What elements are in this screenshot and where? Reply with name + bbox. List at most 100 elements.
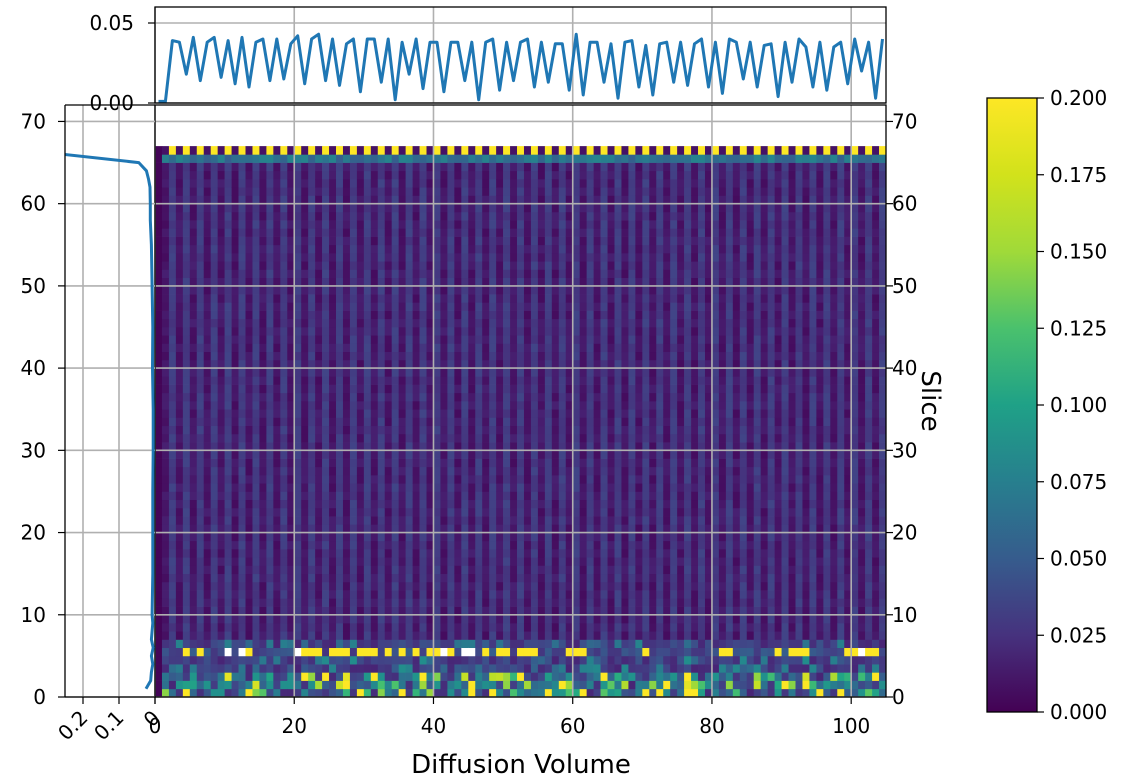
heatmap-cell: [391, 359, 400, 369]
heatmap-cell: [551, 310, 560, 320]
heatmap-cell: [301, 368, 309, 377]
heatmap-cell: [329, 294, 337, 303]
heatmap-cell: [308, 401, 316, 410]
heatmap-cell: [600, 466, 608, 476]
heatmap-cell: [621, 228, 629, 237]
heatmap-cell: [356, 672, 365, 681]
heatmap-cell: [287, 302, 295, 311]
heatmap-cell: [363, 590, 372, 599]
heatmap-cell: [287, 581, 295, 591]
heatmap-cell: [175, 392, 184, 402]
heatmap-cell: [433, 170, 441, 180]
heatmap-cell: [621, 655, 629, 665]
heatmap-cell: [266, 507, 274, 517]
heatmap-cell: [203, 277, 212, 287]
heatmap-cell: [189, 631, 198, 640]
heatmap-cell: [551, 581, 560, 591]
heatmap-cell: [572, 573, 581, 583]
heatmap-cell: [161, 146, 170, 155]
heatmap-cell: [656, 146, 664, 155]
heatmap-cell: [412, 318, 420, 328]
heatmap-cell: [510, 450, 518, 459]
heatmap-cell: [572, 590, 581, 599]
heatmap-cell: [398, 565, 406, 575]
heatmap-cell: [280, 450, 288, 459]
heatmap-cell: [315, 647, 323, 657]
heatmap-cell: [384, 606, 393, 616]
heatmap-cell: [489, 557, 497, 566]
heatmap-cell: [363, 573, 372, 583]
heatmap-cell: [273, 170, 281, 180]
heatmap-cell: [537, 573, 546, 583]
heatmap-cell: [266, 433, 274, 443]
heatmap-cell: [475, 499, 483, 509]
heatmap-cell: [245, 450, 253, 459]
heatmap-cell: [161, 392, 170, 402]
heatmap-cell: [461, 688, 469, 698]
heatmap-cell: [489, 170, 497, 180]
heatmap-cell: [468, 581, 476, 591]
heatmap-cell: [245, 220, 253, 229]
heatmap-cell: [558, 384, 567, 394]
heatmap-cell: [419, 614, 427, 624]
heatmap-cell: [259, 614, 267, 624]
heatmap-cell: [551, 516, 560, 525]
heatmap-cell: [635, 590, 643, 599]
heatmap-cell: [510, 220, 518, 229]
heatmap-cell: [315, 540, 323, 550]
heatmap-cell: [593, 335, 601, 344]
heatmap-cell: [259, 277, 267, 287]
heatmap-cell: [614, 277, 622, 287]
heatmap-cell: [322, 680, 330, 690]
heatmap-cell: [635, 475, 643, 484]
heatmap-cell: [329, 261, 337, 270]
heatmap-cell: [175, 549, 184, 558]
heatmap-cell: [468, 549, 476, 558]
heatmap-cell: [412, 359, 420, 369]
heatmap-cell: [315, 688, 323, 698]
heatmap-cell: [628, 499, 636, 509]
heatmap-cell: [537, 343, 546, 353]
heatmap-cell: [649, 466, 657, 476]
heatmap-cell: [349, 211, 358, 221]
heatmap-cell: [468, 425, 476, 435]
heatmap-cell: [356, 269, 365, 279]
heatmap-cell: [252, 664, 260, 673]
heatmap-cell: [175, 499, 184, 509]
heatmap-cell: [551, 672, 560, 681]
heatmap-cell: [405, 614, 413, 624]
heatmap-cell: [266, 146, 274, 155]
heatmap-cell: [412, 327, 420, 336]
heatmap-cell: [454, 442, 462, 451]
heatmap-cell: [203, 680, 212, 690]
heatmap-cell: [391, 425, 400, 435]
heatmap-cell: [322, 327, 330, 336]
heatmap-cell: [175, 359, 184, 369]
heatmap-cell: [308, 680, 316, 690]
heatmap-cell: [217, 425, 225, 435]
heatmap-cell: [349, 557, 358, 566]
heatmap-cell: [168, 318, 177, 328]
heatmap-cell: [544, 639, 553, 649]
heatmap-cell: [356, 483, 365, 492]
heatmap-cell: [544, 203, 553, 213]
heatmap-cell: [356, 294, 365, 303]
heatmap-cell: [370, 425, 379, 435]
heatmap-cell: [530, 195, 539, 205]
heatmap-cell: [273, 507, 281, 517]
heatmap-cell: [572, 409, 581, 418]
heatmap-cell: [558, 179, 567, 188]
heatmap-cell: [468, 392, 476, 402]
heatmap-cell: [489, 425, 497, 435]
heatmap-cell: [656, 335, 664, 344]
heatmap-cell: [447, 540, 455, 550]
heatmap-cell: [419, 483, 427, 492]
heatmap-cell: [656, 483, 664, 492]
heatmap-cell: [287, 195, 295, 205]
heatmap-cell: [182, 499, 191, 509]
heatmap-cell: [391, 285, 400, 295]
heatmap-cell: [155, 335, 163, 344]
heatmap-cell: [363, 507, 372, 517]
heatmap-cell: [329, 590, 337, 599]
heatmap-cell: [370, 146, 379, 155]
